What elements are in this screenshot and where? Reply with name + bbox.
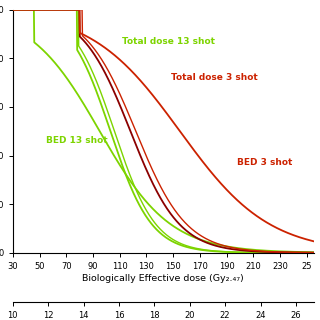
X-axis label: Biologically Effective dose (Gy₂.₄₇): Biologically Effective dose (Gy₂.₄₇) — [82, 274, 244, 283]
Text: BED 13 shot: BED 13 shot — [46, 136, 108, 145]
Text: Total dose 3 shot: Total dose 3 shot — [171, 73, 257, 82]
Text: BED 3 shot: BED 3 shot — [237, 158, 293, 167]
Text: Total dose 13 shot: Total dose 13 shot — [123, 37, 215, 46]
